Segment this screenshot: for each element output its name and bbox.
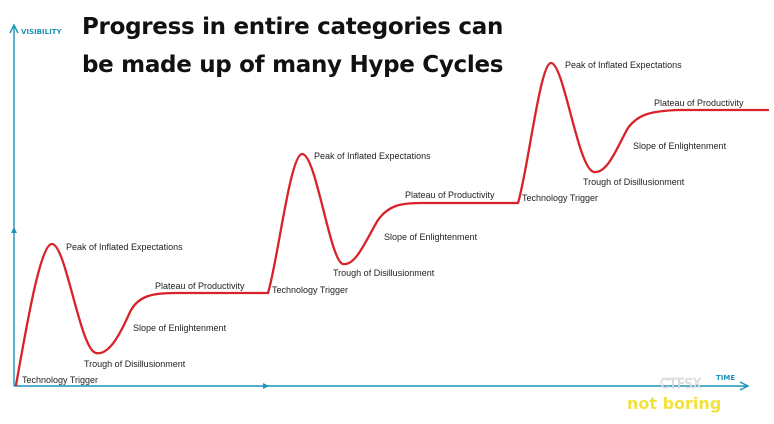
cycle-2-slope-label: Slope of Enlightenment: [384, 232, 478, 242]
x-axis-arrow-icon: [739, 381, 750, 391]
cycle-2-peak-label: Peak of Inflated Expectations: [314, 151, 431, 161]
title-line-2: be made up of many Hype Cycles: [82, 52, 504, 78]
cycle-3-slope-label: Slope of Enlightenment: [633, 141, 727, 151]
cycle-1-peak-label: Peak of Inflated Expectations: [66, 242, 183, 252]
x-axis-mid-tick-icon: [263, 383, 269, 389]
y-axis-mid-tick-icon: [11, 227, 17, 233]
hype-cycle-curve: [14, 61, 770, 387]
watermark: CTFSX not boring: [627, 377, 721, 413]
watermark-overlay-text: CTFSX: [660, 377, 702, 392]
y-axis-arrow-icon: [9, 23, 19, 34]
axes: [9, 23, 750, 391]
cycle-2-technology-trigger: Technology Trigger: [272, 285, 348, 295]
cycle-1-plateau-label: Plateau of Productivity: [155, 281, 245, 291]
cycle-1: Technology Trigger Peak of Inflated Expe…: [22, 242, 245, 385]
y-axis-label: VISIBILITY: [21, 28, 62, 36]
cycle-3: Technology Trigger Peak of Inflated Expe…: [522, 60, 744, 203]
cycle-3-trough-label: Trough of Disillusionment: [583, 177, 685, 187]
cycle-1-slope-label: Slope of Enlightenment: [133, 323, 227, 333]
cycle-3-peak-label: Peak of Inflated Expectations: [565, 60, 682, 70]
cycle-3-plateau-label: Plateau of Productivity: [654, 98, 744, 108]
x-axis-label: TIME: [716, 374, 735, 382]
cycle-2: Technology Trigger Peak of Inflated Expe…: [272, 151, 495, 295]
title-line-1: Progress in entire categories can: [82, 14, 504, 40]
cycle-2-plateau-label: Plateau of Productivity: [405, 190, 495, 200]
cycle-1-trough-label: Trough of Disillusionment: [84, 359, 186, 369]
watermark-brand-text: not boring: [627, 394, 721, 413]
cycle-2-trough-label: Trough of Disillusionment: [333, 268, 435, 278]
cycle-3-technology-trigger: Technology Trigger: [522, 193, 598, 203]
cycle-1-technology-trigger: Technology Trigger: [22, 375, 98, 385]
